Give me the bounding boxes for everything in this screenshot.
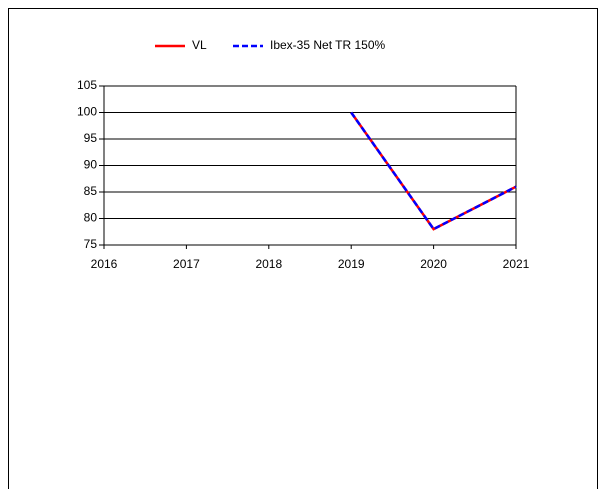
legend-label: VL — [192, 38, 207, 52]
series-line — [350, 111, 517, 231]
legend-label: Ibex-35 Net TR 150% — [270, 38, 386, 52]
y-tick-label: 100 — [77, 105, 97, 119]
y-tick-label: 105 — [77, 78, 97, 92]
x-tick-label: 2020 — [420, 257, 447, 271]
series-line — [350, 111, 517, 231]
y-tick-label: 85 — [84, 184, 98, 198]
x-tick-label: 2021 — [503, 257, 530, 271]
x-tick-label: 2017 — [173, 257, 200, 271]
y-tick-label: 90 — [84, 158, 98, 172]
x-tick-label: 2019 — [338, 257, 365, 271]
y-tick-label: 75 — [84, 237, 98, 251]
frame — [8, 8, 598, 489]
x-tick-label: 2018 — [255, 257, 282, 271]
x-tick-label: 2016 — [91, 257, 118, 271]
y-tick-label: 95 — [84, 131, 98, 145]
y-tick-label: 80 — [84, 211, 98, 225]
